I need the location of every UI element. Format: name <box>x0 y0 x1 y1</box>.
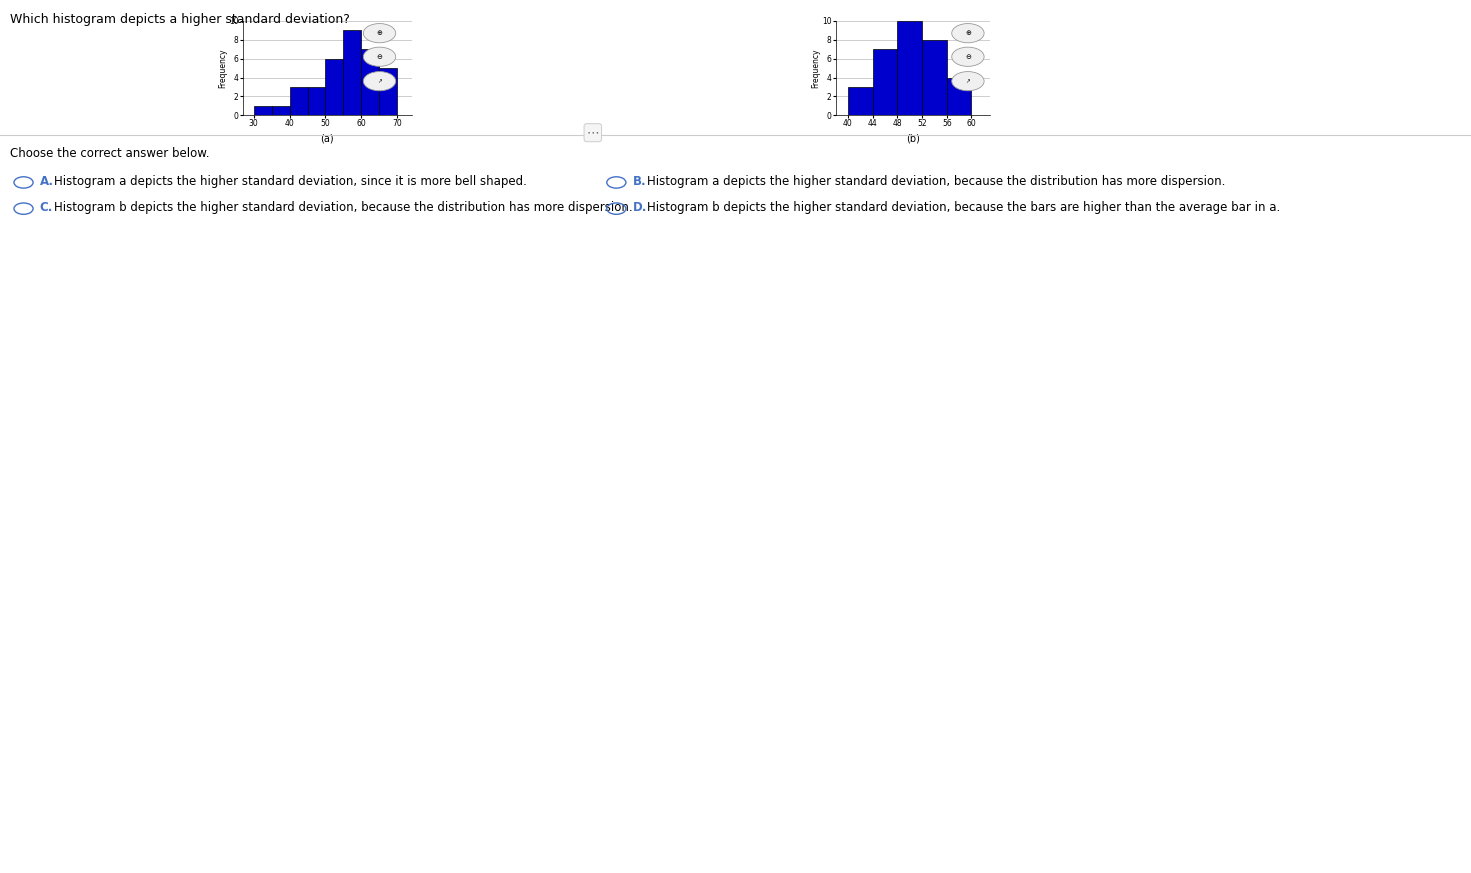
Text: ⊕: ⊕ <box>377 31 382 36</box>
Bar <box>272 106 290 115</box>
Y-axis label: Frequency: Frequency <box>812 48 821 88</box>
Text: D.: D. <box>633 202 647 214</box>
Text: Which histogram depicts a higher standard deviation?: Which histogram depicts a higher standar… <box>10 13 350 26</box>
Text: Histogram b depicts the higher standard deviation, because the bars are higher t: Histogram b depicts the higher standard … <box>647 202 1280 214</box>
Text: Histogram a depicts the higher standard deviation, since it is more bell shaped.: Histogram a depicts the higher standard … <box>54 175 527 188</box>
Bar <box>897 21 922 115</box>
Text: A.: A. <box>40 175 54 188</box>
Bar <box>380 68 397 115</box>
Bar <box>307 87 325 115</box>
Text: ⊖: ⊖ <box>377 54 382 59</box>
Text: Histogram a depicts the higher standard deviation, because the distribution has : Histogram a depicts the higher standard … <box>647 175 1225 188</box>
Text: ↗: ↗ <box>377 79 382 84</box>
Text: ⋯: ⋯ <box>587 127 599 139</box>
Text: B.: B. <box>633 175 646 188</box>
Bar <box>362 49 380 115</box>
Bar <box>922 40 947 115</box>
Bar <box>344 31 362 115</box>
Text: ↗: ↗ <box>965 79 971 84</box>
Bar <box>253 106 272 115</box>
X-axis label: (b): (b) <box>906 134 919 144</box>
Text: C.: C. <box>40 202 53 214</box>
Text: ⊖: ⊖ <box>965 54 971 59</box>
Text: ⊕: ⊕ <box>965 31 971 36</box>
Bar <box>325 58 344 115</box>
Text: Histogram b depicts the higher standard deviation, because the distribution has : Histogram b depicts the higher standard … <box>54 202 633 214</box>
Bar <box>847 87 872 115</box>
Bar <box>947 78 971 115</box>
Bar <box>872 49 897 115</box>
Y-axis label: Frequency: Frequency <box>219 48 228 88</box>
X-axis label: (a): (a) <box>321 134 334 144</box>
Text: Choose the correct answer below.: Choose the correct answer below. <box>10 147 210 160</box>
Bar <box>290 87 307 115</box>
